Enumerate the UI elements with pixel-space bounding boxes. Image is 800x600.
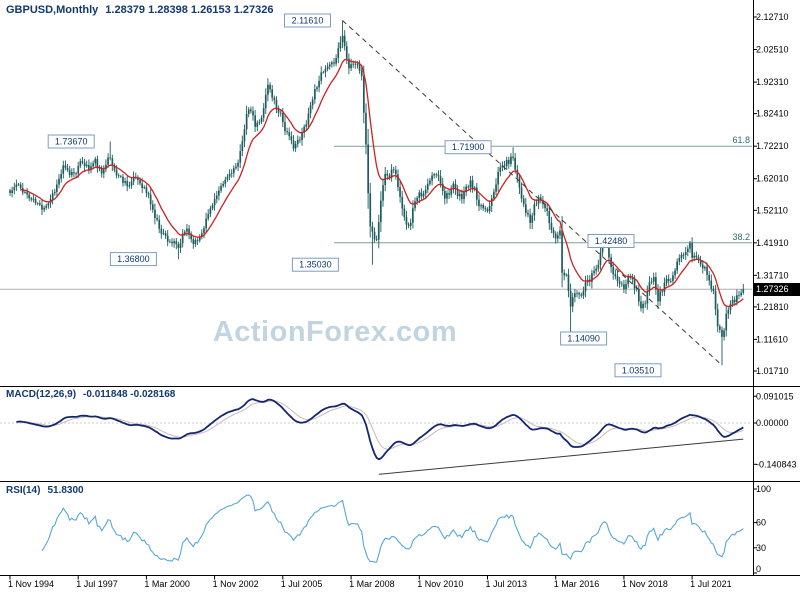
macd-header: MACD(12,26,9) -0.011848 -0.028168: [6, 389, 175, 400]
price-tick-label: 1.31710: [756, 270, 789, 280]
price-panel: 61.8 38.2: [0, 20, 752, 366]
price-annotation-label: 1.36800: [117, 254, 150, 264]
price-tick-label: 1.62010: [756, 174, 789, 184]
current-price-tag: 1.27326: [754, 283, 800, 296]
price-annotation-box: [109, 252, 157, 267]
moving-average-line: [20, 58, 744, 308]
price-annotation-box: [284, 13, 331, 28]
rsi-tick-label: 100: [756, 484, 771, 494]
fib-level-label: 38.2: [732, 232, 750, 242]
candle-wicks: [9, 20, 744, 366]
date-tick-label: 1 Jul 2021: [690, 579, 732, 589]
date-tick-label: 1 Nov 2002: [213, 579, 259, 589]
price-annotations: 1.73670 1.36800 2.11610 1.35030 1.71900 1.140…: [47, 13, 662, 378]
macd-line: [16, 398, 744, 461]
price-annotation-box: [614, 363, 662, 378]
date-tick-label: 1 Jul 2005: [281, 579, 323, 589]
price-annotation-label: 1.73670: [55, 137, 88, 147]
watermark: ActionForex.com: [212, 316, 458, 348]
price-tick-label: 1.01710: [756, 366, 789, 376]
macd-panel: [0, 398, 752, 475]
price-tick-label: 1.41910: [756, 238, 789, 248]
macd-signal-line: [16, 400, 744, 450]
price-tick-label: 2.12710: [756, 12, 789, 22]
price-annotation-label: 1.03510: [622, 365, 655, 375]
rsi-header: RSI(14) 51.8300: [6, 485, 84, 496]
rsi-tick-label: 0: [756, 564, 761, 574]
ohlc-values: 1.28379 1.28398 1.26153 1.27326: [105, 4, 274, 16]
date-tick-label: 1 Jul 1997: [76, 579, 118, 589]
price-tick-label: 1.52110: [756, 205, 788, 215]
date-tick-label: 1 Nov 2018: [622, 579, 668, 589]
price-annotation-box: [291, 257, 339, 272]
price-tick-label: 2.02510: [756, 45, 789, 55]
fib-level-label: 61.8: [732, 135, 750, 145]
descending-trendline: [342, 20, 723, 366]
candle-bodies: [9, 35, 745, 337]
symbol-ohlc-header: GBPUSD,Monthly 1.28379 1.28398 1.26153 1.…: [6, 4, 274, 16]
price-annotation-label: 1.71900: [452, 142, 485, 152]
date-tick-label: 1 Nov 2010: [417, 579, 463, 589]
price-annotation-box: [47, 134, 95, 149]
price-annotation-label: 2.11610: [292, 16, 324, 26]
price-annotation-label: 1.42480: [595, 236, 628, 246]
rsi-indicator-name: RSI(14): [6, 485, 41, 496]
macd-tick-label: 0.091015: [756, 391, 794, 401]
date-tick-label: 1 Nov 1994: [8, 579, 54, 589]
date-tick-label: 1 Jul 2013: [486, 579, 528, 589]
date-tick-label: 1 Mar 2000: [144, 579, 190, 589]
rsi-tick-label: 60: [756, 518, 766, 528]
price-annotation-box: [587, 234, 635, 248]
macd-values: -0.011848 -0.028168: [83, 389, 176, 400]
price-tick-label: 1.72210: [756, 141, 789, 151]
price-tick-label: 1.21810: [756, 302, 789, 312]
price-annotation-label: 1.35030: [299, 260, 332, 270]
rsi-panel: [41, 494, 744, 563]
price-tick-label: 1.82410: [756, 109, 789, 119]
price-annotation-box: [444, 140, 492, 155]
date-tick-label: 1 Mar 2008: [349, 579, 395, 589]
date-tick-label: 1 Mar 2016: [554, 579, 600, 589]
rsi-line: [41, 494, 744, 563]
symbol-period-label: GBPUSD,Monthly: [6, 4, 99, 16]
price-annotation-box: [560, 331, 608, 346]
rsi-tick-label: 30: [756, 543, 766, 553]
price-tick-label: 1.11610: [756, 334, 788, 344]
price-annotation-label: 1.14090: [567, 334, 600, 344]
price-tick-label: 1.92310: [756, 77, 789, 87]
macd-indicator-name: MACD(12,26,9): [6, 389, 77, 400]
macd-trendline: [378, 438, 744, 475]
rsi-value: 51.8300: [47, 485, 84, 496]
macd-tick-label: 0.00000: [756, 418, 789, 428]
macd-tick-label: -0.140843: [756, 459, 797, 469]
